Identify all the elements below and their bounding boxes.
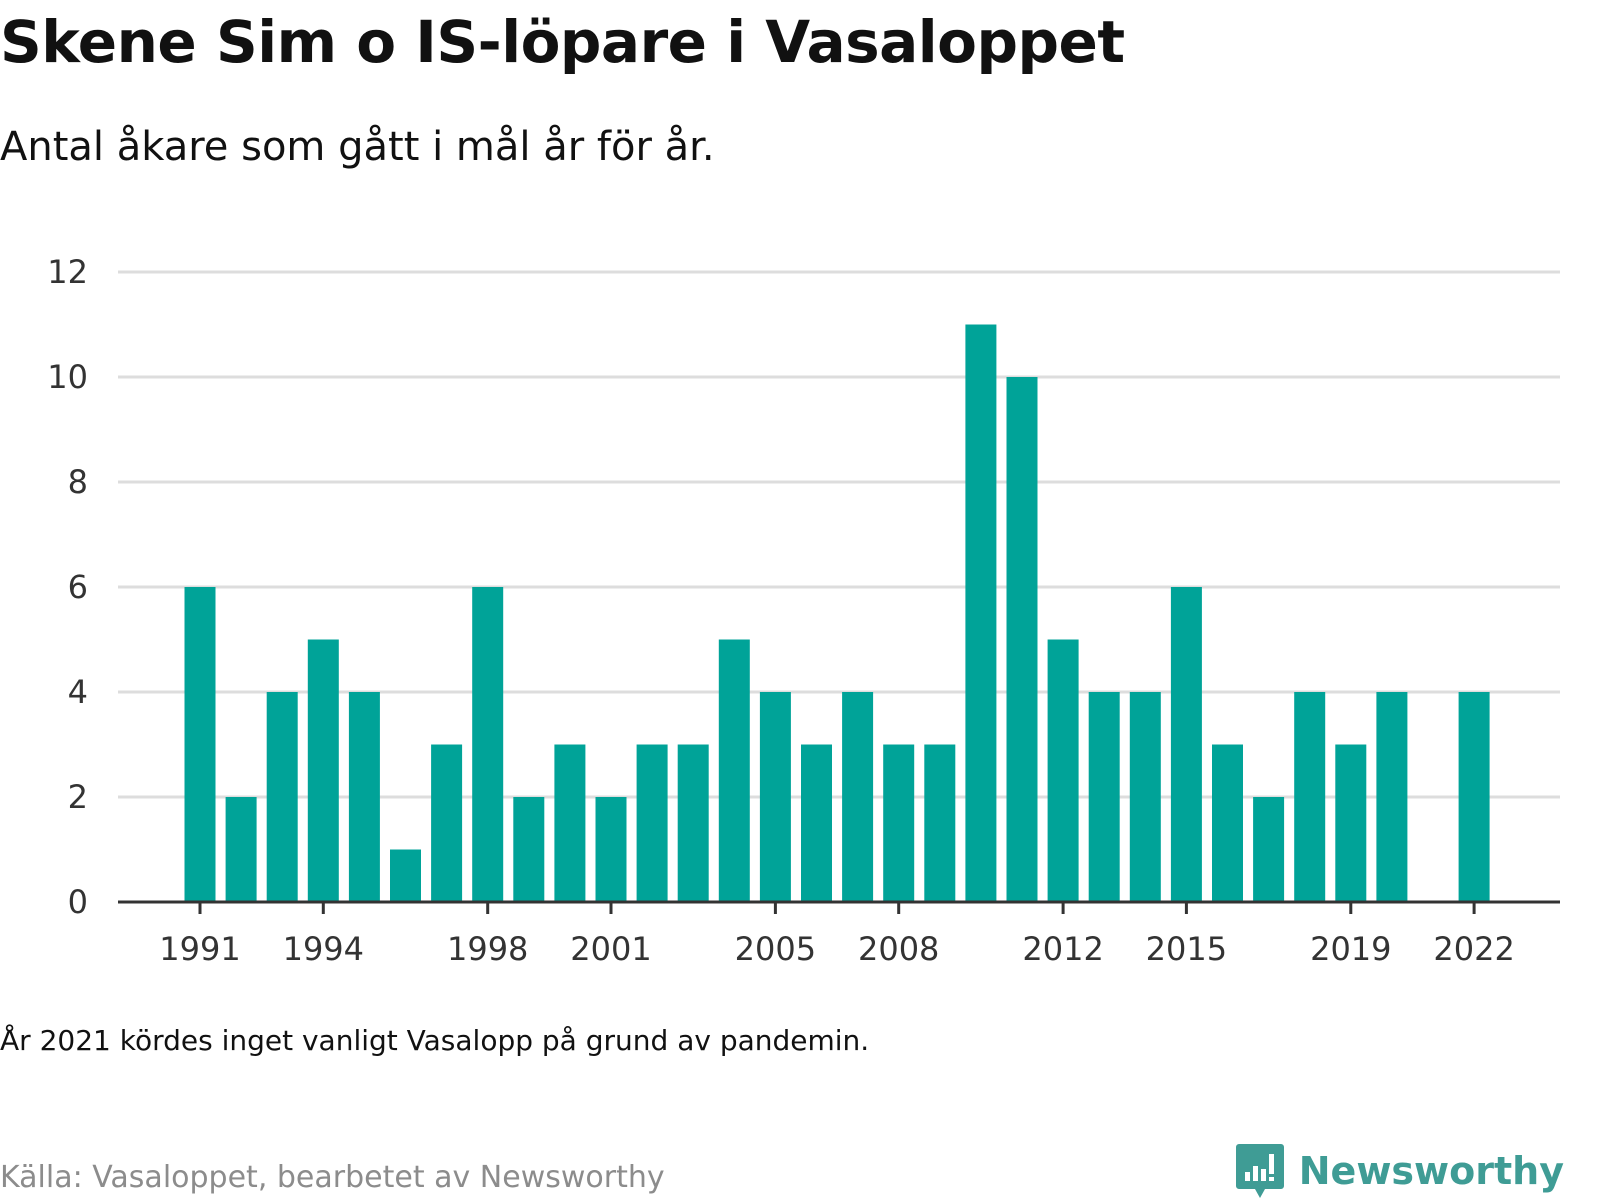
x-tick-label: 2015 — [1146, 930, 1227, 968]
bar-2019 — [1335, 744, 1367, 902]
x-tick-label: 1998 — [447, 930, 528, 968]
bar-2009 — [924, 744, 956, 902]
bar-2007 — [842, 692, 874, 902]
bar-chart: 0 2 4 6 8 10 12 1991 1994 1998 2001 2005 2008 2012 20… — [47, 253, 1560, 968]
bar-1993 — [266, 692, 298, 902]
x-tick-label: 2008 — [858, 930, 939, 968]
bar-1999 — [513, 797, 545, 902]
bar-1994 — [307, 639, 339, 902]
bar-1995 — [348, 692, 380, 902]
chart-subtitle: Antal åkare som gått i mål år för år. — [0, 124, 715, 170]
bar-2008 — [883, 744, 915, 902]
bar-2020 — [1376, 692, 1408, 902]
y-tick-label: 12 — [47, 253, 88, 291]
bar-2003 — [677, 744, 709, 902]
y-tick-label: 4 — [68, 673, 88, 711]
bar-2010 — [965, 324, 997, 902]
x-tick-label: 2012 — [1022, 930, 1103, 968]
bar-2014 — [1129, 692, 1161, 902]
x-tick-label: 1994 — [283, 930, 364, 968]
bar-1991 — [184, 587, 216, 902]
x-tick-label: 2001 — [570, 930, 651, 968]
y-axis-ticks: 0 2 4 6 8 10 12 — [47, 253, 88, 921]
y-tick-label: 10 — [47, 358, 88, 396]
bar-2018 — [1294, 692, 1326, 902]
chart-title: Skene Sim o IS-löpare i Vasaloppet — [0, 8, 1125, 76]
footnote: År 2021 kördes inget vanligt Vasalopp på… — [0, 1024, 870, 1057]
brand-name: Newsworthy — [1298, 1149, 1564, 1193]
brand-logo: Newsworthy — [1235, 1142, 1564, 1200]
y-tick-label: 6 — [68, 568, 88, 606]
bar-2016 — [1212, 744, 1243, 902]
bar-2013 — [1088, 692, 1120, 902]
bar-2012 — [1047, 639, 1079, 902]
bar-2006 — [801, 744, 832, 902]
bar-1996 — [390, 849, 421, 902]
y-tick-label: 0 — [68, 883, 88, 921]
bar-2022 — [1458, 692, 1490, 902]
x-axis-ticks: 1991 1994 1998 2001 2005 2008 2012 2015 2019 2022 — [159, 902, 1515, 968]
y-tick-label: 8 — [68, 463, 88, 501]
bar-2000 — [554, 744, 586, 902]
x-tick-label: 1991 — [159, 930, 240, 968]
bar-1997 — [431, 744, 463, 902]
bar-2011 — [1006, 377, 1038, 902]
bar-2015 — [1170, 587, 1202, 902]
bar-2001 — [595, 797, 627, 902]
x-tick-label: 2005 — [735, 930, 816, 968]
source-text: Källa: Vasaloppet, bearbetet av Newswort… — [0, 1160, 665, 1195]
x-tick-label: 2019 — [1310, 930, 1391, 968]
x-tick-label: 2022 — [1433, 930, 1514, 968]
bar-2002 — [636, 744, 668, 902]
bar-1998 — [472, 587, 504, 902]
y-tick-label: 2 — [68, 778, 88, 816]
newsworthy-logo-icon — [1235, 1144, 1284, 1198]
bar-2004 — [718, 639, 750, 902]
bar-2005 — [759, 692, 791, 902]
bars — [184, 324, 1490, 902]
bar-2017 — [1253, 797, 1285, 902]
bar-1992 — [225, 797, 257, 902]
